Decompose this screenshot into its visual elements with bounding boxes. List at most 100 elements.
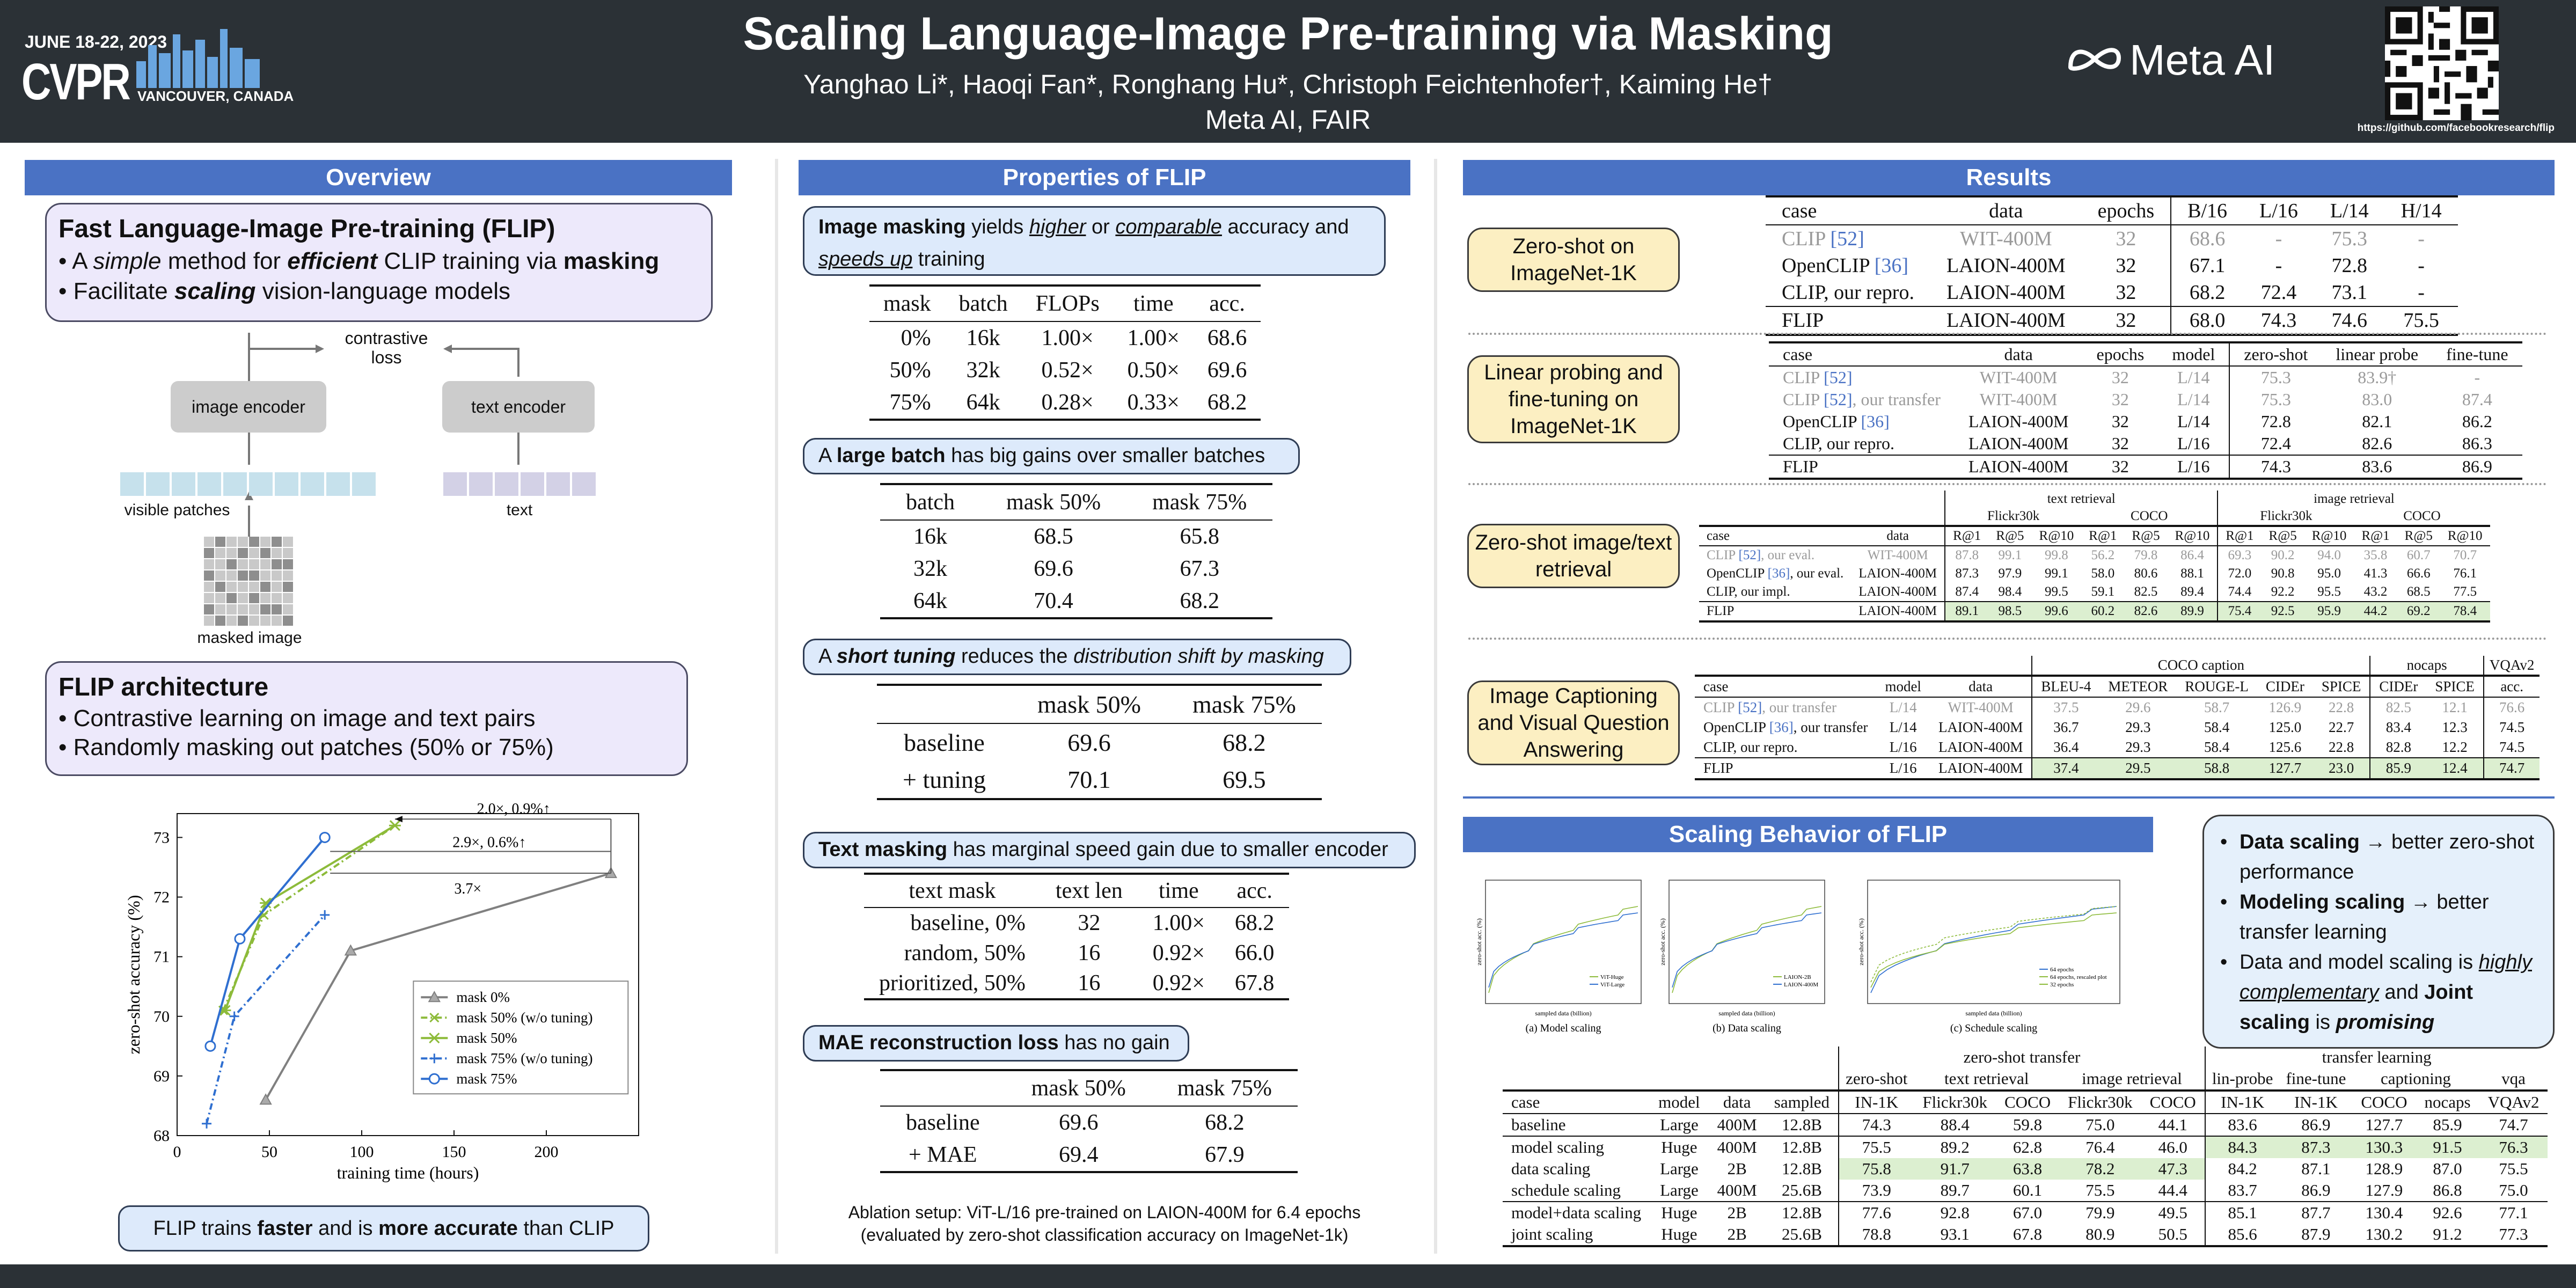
table-cell: 58.4	[2204, 739, 2230, 755]
table-cell: 60.1	[2012, 1181, 2043, 1199]
table-cell: 12.8B	[1765, 1136, 1839, 1158]
column-divider	[775, 159, 778, 1254]
image-masking-table: mask batch FLOPs time acc. 0% 16k 1.00× 1.00× 68.…	[869, 284, 1261, 421]
legend-entry: mask 0%	[456, 989, 510, 1005]
table-cell: 32	[2081, 224, 2171, 252]
table-cell: 75.5	[2384, 306, 2458, 336]
table-header: time	[1137, 873, 1220, 908]
y-tick-label: 72	[153, 889, 170, 906]
table-cell: 87.3	[1944, 565, 1989, 583]
table-header: mask 50%	[1012, 684, 1167, 723]
table-cell: 97.9	[1998, 566, 2022, 581]
qr-code-icon[interactable]	[2385, 6, 2499, 120]
header-bar	[0, 0, 2576, 143]
table-cell: 69.2	[2397, 601, 2440, 623]
table-cell: 73.1	[2331, 281, 2367, 304]
table-cell: data scaling	[1511, 1159, 1591, 1178]
table-header: R@5	[2124, 525, 2168, 546]
subgroup-header: COCO	[2403, 509, 2441, 523]
table-header: B/16	[2170, 195, 2244, 225]
image-patch	[226, 570, 237, 581]
table-header: METEOR	[2099, 675, 2177, 697]
table-cell: 87.3	[2279, 1136, 2353, 1158]
table-cell: LAION-400M	[1858, 584, 1937, 599]
conference-name: CVPR	[21, 53, 131, 111]
table-header: CIDEr	[2257, 675, 2313, 697]
scaling-mini-plots: ViT-Huge ViT-Large sampled data (billion) z…	[1475, 880, 2120, 1034]
table-cell: 32	[2111, 434, 2129, 453]
table-row: case model data BLEU-4 METEOR ROUGE-L CIDEr SPI…	[1695, 675, 2540, 697]
table-cell: 68.2	[1166, 723, 1322, 761]
table-header: BLEU-4	[2031, 675, 2100, 697]
table-cell: 127.7	[2257, 757, 2313, 780]
table-cell: 127.9	[2365, 1181, 2403, 1199]
table-header: case	[1769, 341, 1955, 366]
group-header: text retrieval	[1944, 491, 2218, 508]
subgroup-header: fine-tune	[2286, 1069, 2346, 1088]
y-tick-label: 68	[153, 1127, 170, 1145]
table-header: data	[1954, 341, 2083, 366]
citation: [36]	[1861, 412, 1890, 431]
table-cell: 16	[1078, 941, 1101, 965]
large-batch-table: batch mask 50% mask 75% 16k 68.5 65.8 32k 69.6 6…	[880, 483, 1273, 619]
table-cell: 22.7	[2329, 719, 2354, 735]
table-cell: 66.6	[2406, 566, 2431, 581]
table-cell: 78.2	[2059, 1158, 2141, 1180]
table-header: acc.	[2483, 675, 2540, 697]
table-row: case data epochs model zero-shot linear probe…	[1769, 341, 2522, 366]
image-patch	[283, 570, 293, 581]
table-header	[877, 684, 1012, 723]
table-cell: 69.6	[1012, 723, 1167, 761]
table-cell: 37.4	[2031, 757, 2100, 780]
table-cell: 59.8	[1995, 1113, 2060, 1136]
table-cell: OpenCLIP [36], our transfer	[1703, 719, 1868, 735]
table-cell: 91.7	[1914, 1158, 1996, 1180]
table-cell: 44.2	[2354, 601, 2397, 623]
table-cell: 85.6	[2204, 1224, 2280, 1247]
table-row: FLIP L/16 LAION-400M 37.4 29.5 58.8 127.7 23.0 8…	[1695, 757, 2540, 780]
table-cell: 82.8	[2369, 737, 2427, 758]
visible-patches-strip	[120, 472, 376, 496]
table-cell: 68.0	[2170, 306, 2244, 336]
group-header	[1503, 1046, 1839, 1068]
table-cell: 58.4	[2204, 719, 2230, 735]
retrieval-label: Zero-shot image/text retrieval	[1467, 524, 1680, 588]
data-point	[320, 910, 330, 920]
table-cell: 36.7	[2031, 718, 2100, 737]
text-encoder: text encoder	[442, 381, 595, 433]
table-cell: 36.4	[2031, 737, 2100, 758]
mini-plot-frame	[1867, 880, 2120, 1004]
image-patch	[238, 616, 248, 626]
github-url[interactable]: https://github.com/facebookresearch/flip	[2357, 122, 2555, 134]
table-cell: 12.8B	[1781, 1159, 1822, 1178]
mini-series	[1870, 906, 2117, 983]
y-axis-label: zero-shot accuracy (%)	[124, 895, 143, 1055]
table-cell: 89.2	[1914, 1136, 1996, 1158]
table-cell: 82.6	[2362, 434, 2392, 453]
table-header: model	[1650, 1089, 1709, 1114]
table-cell: 128.9	[2365, 1159, 2403, 1178]
table-cell: 72.0	[2217, 565, 2262, 583]
legend-marker	[429, 1053, 440, 1064]
table-cell: 0.92×	[1137, 968, 1220, 1000]
table-row: case model data sampled IN-1K Flickr30k COCO Fl…	[1503, 1089, 2548, 1114]
table-cell: model+data scaling	[1503, 1201, 1650, 1224]
table-cell: 75.3	[2314, 224, 2385, 252]
table-cell: 75.0	[2499, 1181, 2528, 1199]
table-cell: L/14	[1876, 697, 1930, 718]
table-cell: Huge	[1650, 1224, 1709, 1247]
x-tick-label: 50	[261, 1143, 277, 1161]
table-header: IN-1K	[2279, 1089, 2353, 1114]
table-cell: L/16	[1889, 739, 1917, 755]
table-header: mask	[869, 284, 945, 321]
table-header: fine-tune	[2432, 341, 2522, 366]
annotation-arrow	[394, 816, 402, 823]
table-header: ROUGE-L	[2176, 675, 2257, 697]
image-patch	[226, 593, 237, 603]
table-header: R@10	[2031, 525, 2082, 546]
table-cell: 75.0	[2059, 1113, 2141, 1136]
mini-legend-entry: LAION-400M	[1784, 982, 1818, 988]
table-cell: 91.2	[2416, 1224, 2479, 1247]
table-header: data	[1851, 525, 1945, 546]
mini-plot-frame	[1668, 880, 1825, 1004]
